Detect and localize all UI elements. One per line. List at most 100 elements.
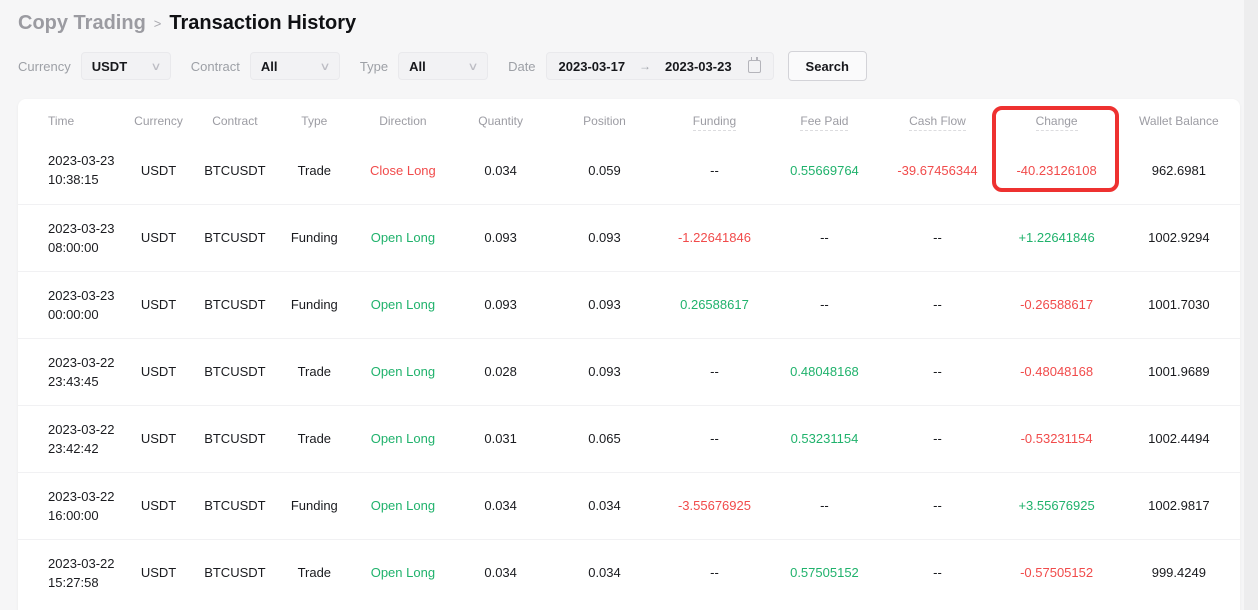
cell-currency: USDT	[122, 472, 195, 539]
cell-contract: BTCUSDT	[195, 204, 274, 271]
breadcrumb-copy-trading[interactable]: Copy Trading	[18, 12, 146, 35]
currency-select[interactable]: USDT ∨	[81, 52, 171, 80]
date-range-input[interactable]: 2023-03-17 → 2023-03-23	[546, 52, 774, 80]
cell-funding: --	[659, 137, 769, 204]
currency-select-value: USDT	[92, 59, 127, 74]
table-row: 2023-03-2310:38:15USDTBTCUSDTTradeClose …	[18, 137, 1240, 204]
cell-time: 2023-03-2223:43:45	[18, 338, 122, 405]
column-header-fee_paid: Fee Paid	[769, 99, 879, 137]
cell-direction: Open Long	[354, 405, 452, 472]
cell-quantity: 0.028	[452, 338, 550, 405]
cell-cash_flow: -39.67456344	[879, 137, 995, 204]
cell-currency: USDT	[122, 271, 195, 338]
cell-wallet_balance: 1001.9689	[1118, 338, 1240, 405]
cell-funding: --	[659, 539, 769, 606]
cell-position: 0.034	[550, 472, 660, 539]
cell-change: -0.57505152	[996, 539, 1118, 606]
cell-funding: 0.26588617	[659, 271, 769, 338]
cell-contract: BTCUSDT	[195, 271, 274, 338]
breadcrumb: Copy Trading > Transaction History	[18, 0, 1240, 35]
chevron-down-icon: ∨	[150, 60, 161, 73]
cell-position: 0.059	[550, 137, 660, 204]
cell-fee_paid: 0.48048168	[769, 338, 879, 405]
cell-quantity: 0.093	[452, 271, 550, 338]
cell-quantity: 0.031	[452, 405, 550, 472]
type-select[interactable]: All ∨	[398, 52, 488, 80]
cell-position: 0.065	[550, 405, 660, 472]
cell-currency: USDT	[122, 204, 195, 271]
column-header-direction: Direction	[354, 99, 452, 137]
cell-quantity: 0.093	[452, 204, 550, 271]
arrow-right-icon: →	[639, 59, 651, 73]
cell-currency: USDT	[122, 137, 195, 204]
cell-cash_flow: --	[879, 472, 995, 539]
cell-type: Trade	[275, 137, 354, 204]
cell-wallet_balance: 1002.9294	[1118, 204, 1240, 271]
contract-select[interactable]: All ∨	[250, 52, 340, 80]
date-filter-label: Date	[508, 59, 535, 74]
cell-type: Funding	[275, 204, 354, 271]
cell-funding: -1.22641846	[659, 204, 769, 271]
cell-time: 2023-03-2223:42:42	[18, 405, 122, 472]
column-header-change: Change	[996, 99, 1118, 137]
contract-filter-label: Contract	[191, 59, 240, 74]
breadcrumb-separator-icon: >	[154, 16, 162, 31]
cell-quantity: 0.034	[452, 472, 550, 539]
cell-position: 0.093	[550, 271, 660, 338]
date-end-value: 2023-03-23	[665, 59, 732, 74]
calendar-icon	[748, 60, 761, 73]
cell-quantity: 0.034	[452, 137, 550, 204]
table-row: 2023-03-2308:00:00USDTBTCUSDTFundingOpen…	[18, 204, 1240, 271]
cell-funding: --	[659, 338, 769, 405]
cell-type: Trade	[275, 539, 354, 606]
table-row: 2023-03-2223:42:42USDTBTCUSDTTradeOpen L…	[18, 405, 1240, 472]
cell-position: 0.093	[550, 338, 660, 405]
table-header-row: TimeCurrencyContractTypeDirectionQuantit…	[18, 99, 1240, 137]
cell-direction: Open Long	[354, 271, 452, 338]
column-header-wallet_balance: Wallet Balance	[1118, 99, 1240, 137]
column-header-currency: Currency	[122, 99, 195, 137]
cell-time: 2023-03-2215:27:58	[18, 539, 122, 606]
column-header-position: Position	[550, 99, 660, 137]
cell-currency: USDT	[122, 338, 195, 405]
cell-time: 2023-03-2216:00:00	[18, 472, 122, 539]
search-button[interactable]: Search	[788, 51, 867, 81]
cell-type: Trade	[275, 338, 354, 405]
column-header-time: Time	[18, 99, 122, 137]
cell-type: Funding	[275, 271, 354, 338]
cell-funding: -3.55676925	[659, 472, 769, 539]
chevron-down-icon: ∨	[467, 60, 478, 73]
cell-quantity: 0.034	[452, 539, 550, 606]
cell-position: 0.093	[550, 204, 660, 271]
column-header-contract: Contract	[195, 99, 274, 137]
cell-wallet_balance: 1001.7030	[1118, 271, 1240, 338]
cell-direction: Open Long	[354, 204, 452, 271]
contract-select-value: All	[261, 59, 278, 74]
cell-direction: Open Long	[354, 338, 452, 405]
type-select-value: All	[409, 59, 426, 74]
cell-change: -0.48048168	[996, 338, 1118, 405]
cell-cash_flow: --	[879, 271, 995, 338]
date-start-value: 2023-03-17	[559, 59, 626, 74]
cell-fee_paid: 0.53231154	[769, 405, 879, 472]
cell-wallet_balance: 962.6981	[1118, 137, 1240, 204]
cell-change: +3.55676925	[996, 472, 1118, 539]
cell-time: 2023-03-2300:00:00	[18, 271, 122, 338]
cell-change: -0.26588617	[996, 271, 1118, 338]
cell-cash_flow: --	[879, 405, 995, 472]
filter-bar: Currency USDT ∨ Contract All ∨ Type All …	[18, 51, 1240, 81]
cell-fee_paid: --	[769, 472, 879, 539]
cell-currency: USDT	[122, 539, 195, 606]
cell-fee_paid: --	[769, 271, 879, 338]
transaction-table: TimeCurrencyContractTypeDirectionQuantit…	[18, 99, 1240, 606]
currency-filter-label: Currency	[18, 59, 71, 74]
cell-direction: Close Long	[354, 137, 452, 204]
cell-fee_paid: --	[769, 204, 879, 271]
cell-contract: BTCUSDT	[195, 338, 274, 405]
cell-wallet_balance: 1002.9817	[1118, 472, 1240, 539]
cell-type: Trade	[275, 405, 354, 472]
cell-change: -40.23126108	[996, 137, 1118, 204]
cell-currency: USDT	[122, 405, 195, 472]
cell-direction: Open Long	[354, 472, 452, 539]
cell-contract: BTCUSDT	[195, 137, 274, 204]
